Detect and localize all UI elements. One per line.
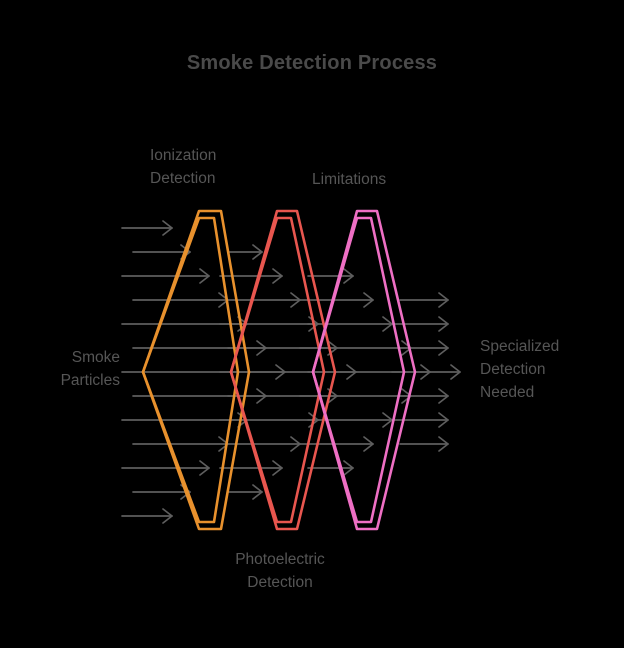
flow-arrow [299,292,374,308]
flow-arrow-head [252,244,263,260]
funnel-outline-inner [141,216,240,524]
funnel-outline-inner [229,216,326,524]
flow-arrow-head [199,460,210,476]
flow-arrow [121,220,173,236]
flow-arrow-head [450,364,461,380]
flow-arrow [227,484,263,500]
flow-arrow-head [438,316,449,332]
flow-arrow [399,292,449,308]
flow-arrow-head [162,508,173,524]
flow-arrow [399,436,449,452]
flow-arrow-head [252,484,263,500]
flow-arrow [391,316,449,332]
flow-arrow [299,436,374,452]
flow-arrow-head [199,268,210,284]
flow-arrow [132,436,229,452]
flow-arrow-head [438,436,449,452]
flow-arrow [132,244,191,260]
flow-arrow-head [343,268,354,284]
flow-arrow-head [438,388,449,404]
flow-arrow-head [438,340,449,356]
flow-arrow-head [272,268,283,284]
flow-arrow [227,292,301,308]
input-label-smoke-particles: Smoke Particles [60,349,120,389]
flow-arrow [219,316,319,332]
flow-arrow [219,412,319,428]
flow-arrow-head [162,220,173,236]
funnel-outline-outer [229,209,337,531]
flow-arrow [307,460,354,476]
flow-arrow [307,268,354,284]
flow-arrow-head [363,292,374,308]
funnel-shape-layer [141,209,417,531]
stage-label-limitations: Limitations [312,171,387,188]
flow-arrow [121,508,173,524]
flow-arrow-head [272,460,283,476]
flow-arrow [121,268,210,284]
page-title: Smoke Detection Process [186,52,438,74]
flow-arrow [219,460,283,476]
funnel-outline-outer [311,209,417,531]
funnel-ionization-detection [141,209,251,531]
funnel-limitations [311,209,417,531]
flow-arrow [132,484,191,500]
stage-label-photoelectric-detection: Photoelectric Detection [235,551,325,591]
flow-arrow-head [438,292,449,308]
flow-arrow-head [363,436,374,452]
flow-arrow [307,316,393,332]
funnel-photoelectric-detection [229,209,337,531]
flow-arrow [227,436,301,452]
flow-arrow [121,460,210,476]
flow-arrow [132,292,229,308]
flow-arrow [307,412,393,428]
funnel-outline-inner [311,216,406,524]
flow-arrow-head [438,412,449,428]
flow-arrow [227,244,263,260]
output-label-specialized-detection-needed: Specialized Detection Needed [480,338,560,401]
stage-label-ionization-detection: Ionization Detection [150,147,217,187]
flow-arrow [391,412,449,428]
flow-arrow [219,268,283,284]
funnel-outline-outer [141,209,251,531]
flow-arrow-head [343,460,354,476]
flow-arrow-layer [121,220,461,524]
